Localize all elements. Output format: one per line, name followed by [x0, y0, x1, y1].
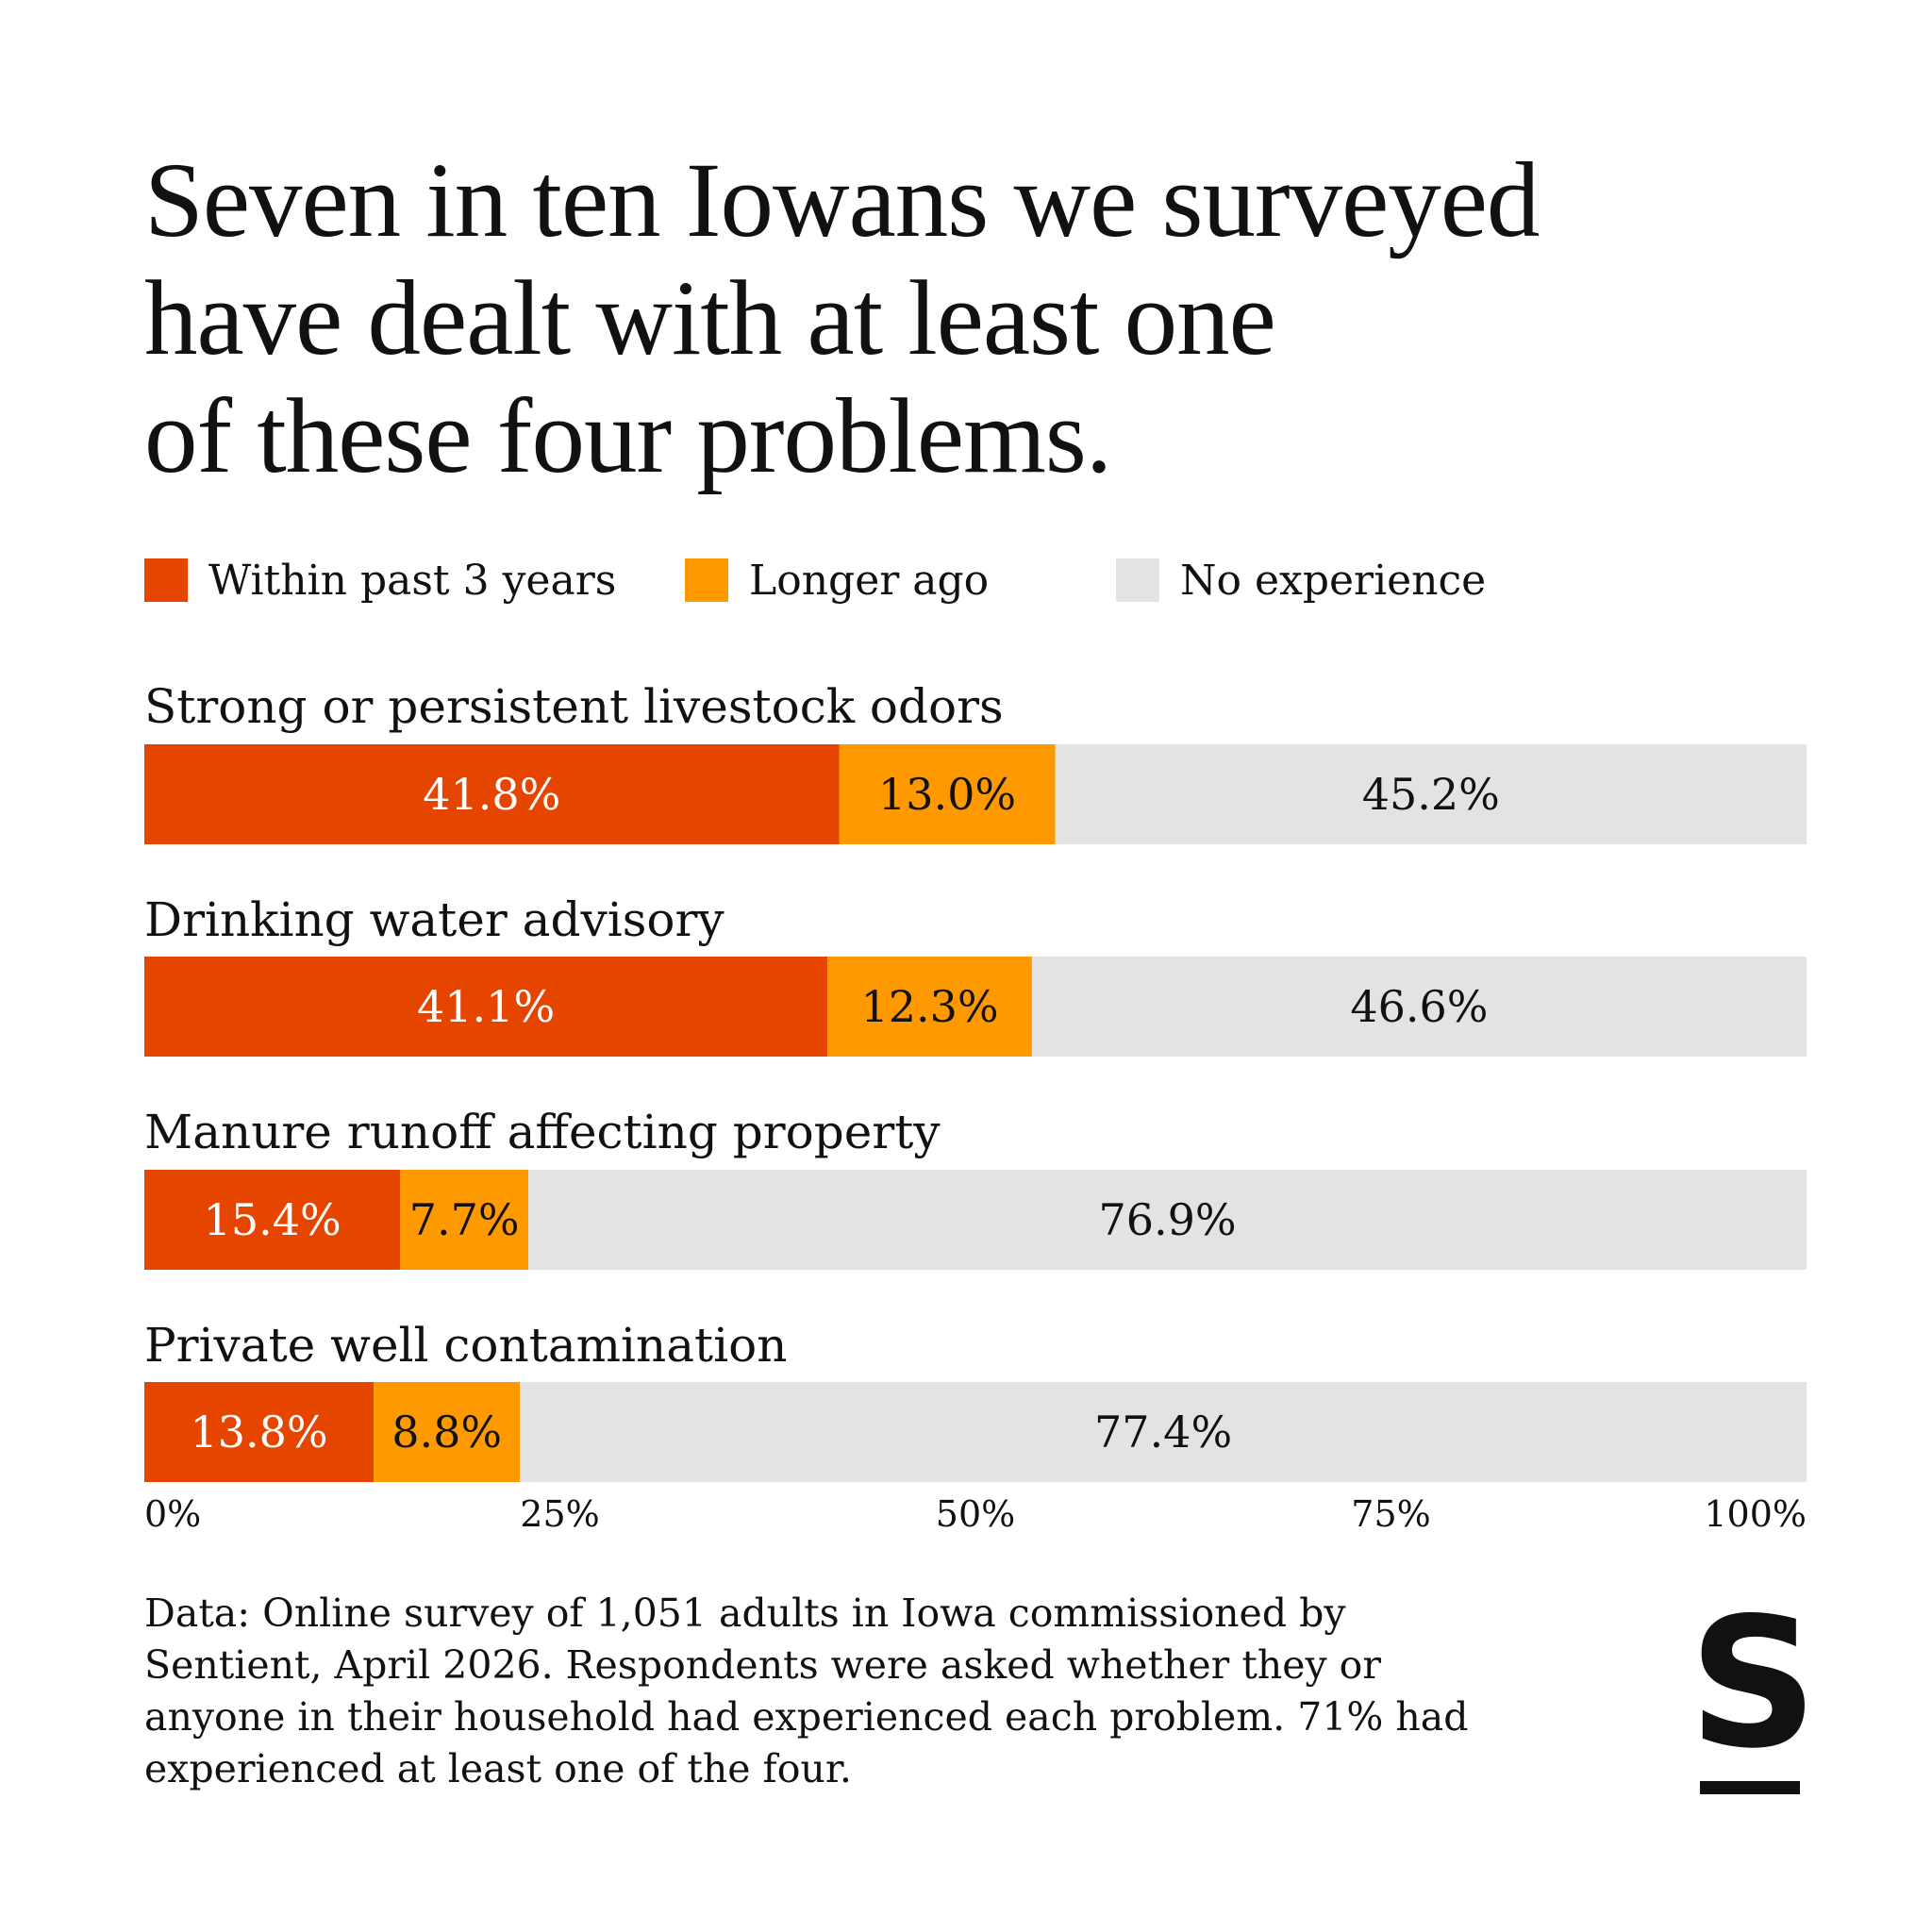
bar-segment — [144, 1170, 401, 1270]
category-label: Manure runoff affecting property — [144, 1105, 941, 1159]
bar-segment — [839, 744, 1056, 844]
bar-segment — [1031, 957, 1807, 1057]
legend-item-no-experience: No experience — [1116, 556, 1487, 605]
data-label: 41.1% — [417, 981, 555, 1032]
legend-item-within-past-3-years: Within past 3 years — [144, 556, 617, 605]
logo-underline — [1700, 1781, 1800, 1794]
data-label: 41.8% — [423, 769, 560, 820]
category-label: Private well contamination — [144, 1318, 788, 1373]
bar-segment — [400, 1170, 529, 1270]
bar-segment — [520, 1382, 1807, 1482]
category-label: Strong or persistent livestock odors — [144, 679, 1004, 734]
logo-letter: S — [1689, 1579, 1818, 1788]
x-tick-label: 25% — [520, 1493, 599, 1535]
bar-segment — [144, 957, 828, 1057]
data-label: 45.2% — [1362, 769, 1500, 820]
chart-title-line-1: Seven in ten Iowans we surveyed — [144, 142, 1540, 259]
legend-swatch-no-experience — [1116, 558, 1159, 602]
bar-segment — [374, 1382, 521, 1482]
data-label: 76.9% — [1098, 1194, 1236, 1245]
chart-title: Seven in ten Iowans we surveyed have dea… — [144, 142, 1805, 495]
bar-segment — [144, 744, 840, 844]
brand-logo: S — [1689, 1579, 1818, 1802]
chart-title-line-3: of these four problems. — [144, 377, 1112, 495]
chart-legend: Within past 3 years Longer ago No experi… — [0, 556, 1932, 605]
x-tick-label: 50% — [936, 1493, 1015, 1535]
bar-segment — [528, 1170, 1807, 1270]
data-label: 77.4% — [1094, 1407, 1232, 1457]
data-label: 13.0% — [878, 769, 1016, 820]
legend-swatch-within-past-3-years — [144, 558, 188, 602]
data-label: 7.7% — [409, 1194, 520, 1245]
x-tick-label: 0% — [144, 1493, 201, 1535]
bar-segment — [144, 1382, 375, 1482]
data-label: 13.8% — [191, 1407, 328, 1457]
legend-item-longer-ago: Longer ago — [685, 556, 990, 605]
legend-swatch-longer-ago — [685, 558, 728, 602]
chart-title-line-2: have dealt with at least one — [144, 259, 1276, 377]
data-label: 46.6% — [1350, 981, 1488, 1032]
legend-label-no-experience: No experience — [1180, 556, 1487, 605]
x-tick-label: 100% — [1704, 1493, 1807, 1535]
data-label: 12.3% — [860, 981, 998, 1032]
category-label: Drinking water advisory — [144, 892, 724, 947]
bar-segment — [827, 957, 1032, 1057]
x-tick-label: 75% — [1351, 1493, 1430, 1535]
data-label: 8.8% — [391, 1407, 502, 1457]
data-label: 15.4% — [204, 1194, 341, 1245]
bar-segment — [1055, 744, 1807, 844]
legend-label-within-past-3-years: Within past 3 years — [208, 556, 617, 605]
source-note: Data: Online survey of 1,051 adults in I… — [144, 1591, 1469, 1791]
legend-label-longer-ago: Longer ago — [749, 556, 990, 605]
